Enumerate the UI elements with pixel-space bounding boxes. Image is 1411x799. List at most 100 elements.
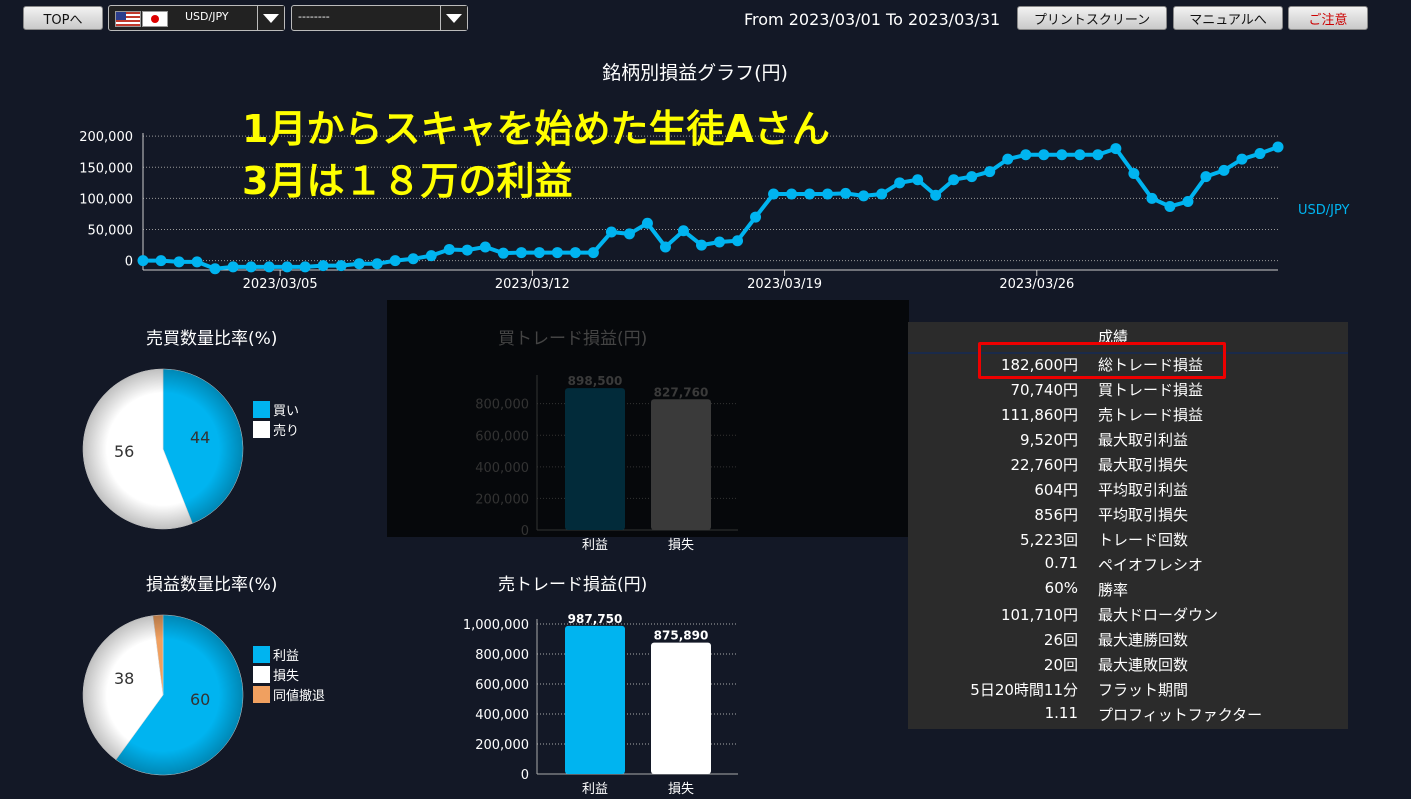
data-point <box>858 190 870 202</box>
pie2-title: 損益数量比率(%) <box>146 575 278 595</box>
y-tick-label: 800,000 <box>475 648 529 663</box>
main-chart-title: 銘柄別損益グラフ(円) <box>602 62 788 84</box>
data-point <box>1182 196 1194 207</box>
main-chart-legend: USD/JPY <box>1298 203 1350 218</box>
y-tick-label: 50,000 <box>88 224 134 239</box>
print-screen-button[interactable]: プリントスクリーン <box>1017 6 1167 30</box>
us-flag-icon <box>115 11 141 27</box>
pie2-label-profit: 60 <box>190 690 211 709</box>
result-value: 26回 <box>1043 631 1078 649</box>
data-point <box>1020 149 1032 161</box>
data-point <box>930 189 942 201</box>
result-row: 20回 最大連敗回数 <box>908 654 1348 679</box>
result-value: 60% <box>1044 579 1078 597</box>
pie1-label-sell: 56 <box>114 442 135 461</box>
logout-button[interactable]: ご注意 <box>1288 6 1368 30</box>
result-label: 買トレード損益 <box>1098 381 1204 399</box>
data-point <box>1236 153 1248 165</box>
y-tick-label: 200,000 <box>79 130 133 145</box>
data-point <box>1038 149 1050 161</box>
result-row: 60% 勝率 <box>908 579 1348 604</box>
top-button[interactable]: TOPへ <box>23 6 103 30</box>
results-divider <box>908 352 1348 354</box>
y-tick-label: 0 <box>521 524 529 539</box>
data-point <box>822 188 834 200</box>
result-row: 0.71 ペイオフレシオ <box>908 554 1348 579</box>
data-point <box>533 247 545 259</box>
date-range: From 2023/03/01 To 2023/03/31 <box>744 10 1001 29</box>
y-tick-label: 0 <box>521 768 529 783</box>
bar <box>565 625 625 774</box>
y-tick-label: 200,000 <box>475 738 529 753</box>
data-point <box>695 239 707 251</box>
sell-bar-chart: 1,000,000 800,000 600,000 400,000 200,000 0 98… <box>463 612 738 797</box>
second-select-value: -------- <box>298 10 330 23</box>
data-point <box>1200 171 1212 183</box>
result-label: 平均取引利益 <box>1098 481 1189 499</box>
overlay-annotation-line1: 1月からスキャを始めた生徒Aさん <box>242 107 830 151</box>
data-point <box>569 247 581 259</box>
data-label: 987,750 <box>568 612 623 626</box>
data-point <box>137 255 149 267</box>
data-point <box>173 256 185 268</box>
result-label: 最大取引損失 <box>1098 456 1189 474</box>
result-row: 856円 平均取引損失 <box>908 504 1348 529</box>
data-point <box>281 261 293 273</box>
data-point <box>443 243 455 255</box>
result-row: 604円 平均取引利益 <box>908 479 1348 504</box>
y-tick-label: 400,000 <box>475 461 529 476</box>
data-point <box>587 247 599 259</box>
data-point <box>804 188 816 200</box>
results-header: 成績 <box>1098 328 1129 346</box>
result-label: 売トレード損益 <box>1098 406 1204 424</box>
data-point <box>641 217 653 229</box>
data-point <box>389 255 401 267</box>
data-point <box>786 188 798 200</box>
data-point <box>263 261 275 273</box>
data-point <box>659 241 671 253</box>
data-point <box>191 256 203 268</box>
data-point <box>966 171 978 183</box>
data-point <box>209 263 221 275</box>
data-point <box>948 174 960 186</box>
result-value: 856円 <box>1034 506 1078 524</box>
data-point <box>335 260 347 272</box>
data-point <box>425 250 437 262</box>
bar <box>651 642 711 774</box>
data-point <box>876 188 888 200</box>
y-tick-label: 200,000 <box>475 492 529 507</box>
bar <box>565 388 625 530</box>
result-label: 勝率 <box>1098 581 1129 599</box>
category-label: 利益 <box>582 538 608 553</box>
x-tick-label: 2023/03/19 <box>747 277 822 292</box>
second-select[interactable]: -------- <box>291 5 468 31</box>
x-tick-label: 2023/03/26 <box>999 277 1074 292</box>
data-label: 898,500 <box>568 374 623 388</box>
data-point <box>461 244 473 256</box>
result-value: 182,600円 <box>1000 356 1078 374</box>
data-point <box>894 177 906 189</box>
pie2-legend-loss: 損失 <box>253 665 299 684</box>
manual-button[interactable]: マニュアルへ <box>1173 6 1283 30</box>
pair-select[interactable]: USD/JPY <box>108 5 285 31</box>
chevron-down-icon[interactable] <box>257 6 284 30</box>
pair-select-value: USD/JPY <box>185 10 229 23</box>
buy-chart-title: 買トレード損益(円) <box>498 329 648 349</box>
data-point <box>353 258 365 270</box>
result-row: 1.11 プロフィットファクター <box>908 704 1348 729</box>
data-point <box>299 261 311 273</box>
y-tick-label: 1,000,000 <box>463 618 529 633</box>
data-point <box>155 255 167 267</box>
data-point <box>1056 149 1068 161</box>
buy-bar-chart: 800,000 600,000 400,000 200,000 0 898,500 利益 82… <box>475 374 738 553</box>
result-label: 平均取引損失 <box>1098 506 1189 524</box>
data-point <box>677 225 689 237</box>
data-label: 827,760 <box>654 385 709 399</box>
chevron-down-icon[interactable] <box>440 6 467 30</box>
data-point <box>497 247 509 259</box>
result-value: 9,520円 <box>1020 431 1078 449</box>
overlay-annotation-line2: 3月は１８万の利益 <box>242 159 573 203</box>
y-tick-label: 400,000 <box>475 708 529 723</box>
result-value: 101,710円 <box>1000 606 1078 624</box>
pie1-title: 売買数量比率(%) <box>146 329 278 349</box>
